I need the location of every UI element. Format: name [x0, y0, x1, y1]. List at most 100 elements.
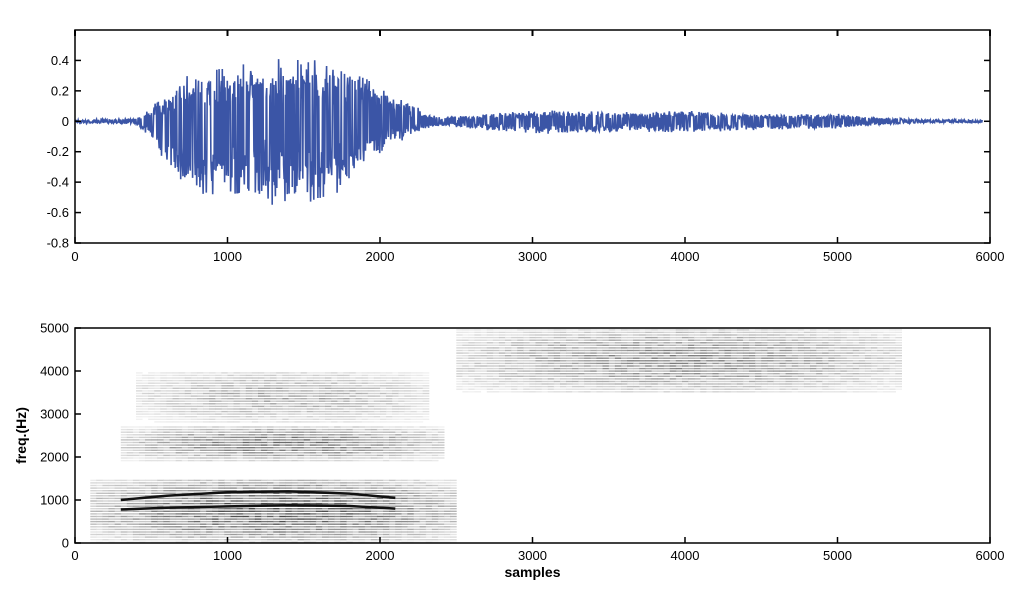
spectrogram-cell	[712, 391, 720, 393]
spectrogram-cell	[279, 495, 286, 497]
spectrogram-cell	[413, 454, 421, 457]
spectrogram-cell	[639, 370, 646, 372]
spectrogram-cell	[401, 444, 408, 446]
spectrogram-cell	[157, 457, 164, 459]
spectrogram-cell	[395, 479, 402, 482]
spectrogram-cell	[364, 528, 372, 531]
spectrogram-cell	[621, 373, 628, 375]
spectrogram-cell	[96, 482, 103, 484]
spectrogram-cell	[682, 367, 689, 370]
spectrogram-cell	[276, 400, 283, 402]
spectrogram-cell	[288, 387, 296, 389]
spectrogram-cell	[328, 454, 335, 457]
spectrogram-cell	[749, 352, 756, 354]
spectrogram-cell	[285, 434, 293, 436]
spectrogram-cell	[230, 449, 238, 451]
spectrogram-cell	[828, 383, 835, 385]
spectrogram-cell	[218, 536, 225, 538]
spectrogram-cell	[245, 408, 253, 410]
spectrogram-cell	[517, 365, 524, 367]
spectrogram-cell	[407, 495, 414, 497]
spectrogram-cell	[669, 347, 677, 349]
spectrogram-cell	[852, 334, 860, 336]
spectrogram-cell	[294, 374, 302, 377]
spectrogram-cell	[413, 526, 421, 528]
spectrogram-cell	[590, 365, 598, 367]
spectrogram-cell	[663, 380, 671, 383]
spectrogram-cell	[251, 390, 259, 392]
spectrogram-cell	[730, 357, 738, 359]
spectrogram-cell	[401, 513, 408, 515]
spectrogram-cell	[370, 449, 378, 451]
spectrogram-cell	[315, 457, 323, 459]
spectrogram-cell	[145, 479, 152, 482]
spectrogram-cell	[694, 339, 701, 341]
spectrogram-cell	[791, 336, 799, 339]
spectrogram-cell	[773, 342, 780, 344]
spectrogram-cell	[175, 502, 183, 505]
spectrogram-cell	[437, 452, 445, 454]
spectrogram-cell	[773, 349, 780, 352]
spectrogram-cell	[187, 487, 195, 489]
spectrogram-cell	[547, 344, 555, 346]
spectrogram-cell	[325, 392, 332, 395]
spectrogram-cell	[486, 362, 494, 365]
spectrogram-cell	[297, 431, 305, 433]
spectrogram-cell	[331, 387, 338, 389]
spectrogram-cell	[230, 441, 238, 444]
spectrogram-cell	[529, 344, 537, 346]
spectrogram-cell	[203, 408, 210, 410]
spectrogram-cell	[154, 410, 161, 413]
spectrogram-cell	[230, 431, 238, 433]
spectrogram-cell	[136, 416, 143, 418]
spectrogram-cell	[694, 370, 701, 372]
spectrogram-cell	[416, 385, 424, 387]
spectrogram-cell	[602, 380, 610, 383]
spectrogram-cell	[273, 454, 280, 457]
spectrogram-cell	[785, 375, 793, 377]
spectrogram-cell	[383, 515, 390, 518]
spectrogram-cell	[602, 365, 610, 367]
spectrogram-cell	[828, 352, 835, 354]
spectrogram-cell	[331, 403, 338, 405]
spectrogram-cell	[114, 508, 122, 510]
spectrogram-cell	[151, 510, 158, 512]
spectrogram-cell	[346, 454, 354, 457]
spectrogram-cell	[840, 388, 848, 390]
spectrogram-cell	[456, 349, 463, 352]
spectrogram-cell	[523, 380, 530, 383]
spectrogram-cell	[340, 434, 347, 436]
spectrogram-cell	[230, 536, 238, 538]
spectrogram-cell	[358, 497, 366, 500]
spectrogram-cell	[352, 508, 360, 510]
spectrogram-cell	[767, 391, 774, 393]
spectrogram-cell	[392, 372, 399, 374]
spectrogram-cell	[212, 452, 219, 454]
spectrogram-cell	[264, 387, 271, 389]
spectrogram-cell	[682, 352, 689, 354]
spectrogram-cell	[840, 352, 848, 354]
spectrogram-cell	[157, 479, 164, 482]
spectrogram-cell	[157, 439, 164, 441]
spectrogram-cell	[736, 355, 744, 357]
spectrogram-cell	[288, 379, 296, 382]
spectrogram-cell	[322, 497, 329, 500]
spectrogram-cell	[724, 362, 732, 365]
spectrogram-cell	[276, 385, 283, 387]
spectrogram-cell	[852, 347, 860, 349]
spectrogram-cell	[840, 383, 848, 385]
spectrogram-cell	[108, 500, 116, 502]
spectrogram-cell	[285, 454, 293, 457]
spectrogram-cell	[864, 391, 872, 393]
spectrogram-cell	[352, 482, 360, 484]
spectrogram-cell	[346, 533, 354, 536]
spectrogram-cell	[346, 449, 354, 451]
spectrogram-cell	[245, 410, 253, 413]
spectrogram-cell	[126, 505, 134, 507]
spectrogram-cell	[322, 533, 329, 536]
spectrogram-cell	[529, 370, 537, 372]
spectrogram-cell	[791, 355, 799, 357]
spectrogram-cell	[148, 374, 155, 377]
spectrogram-cell	[657, 344, 665, 346]
spectrogram-cell	[145, 436, 152, 439]
